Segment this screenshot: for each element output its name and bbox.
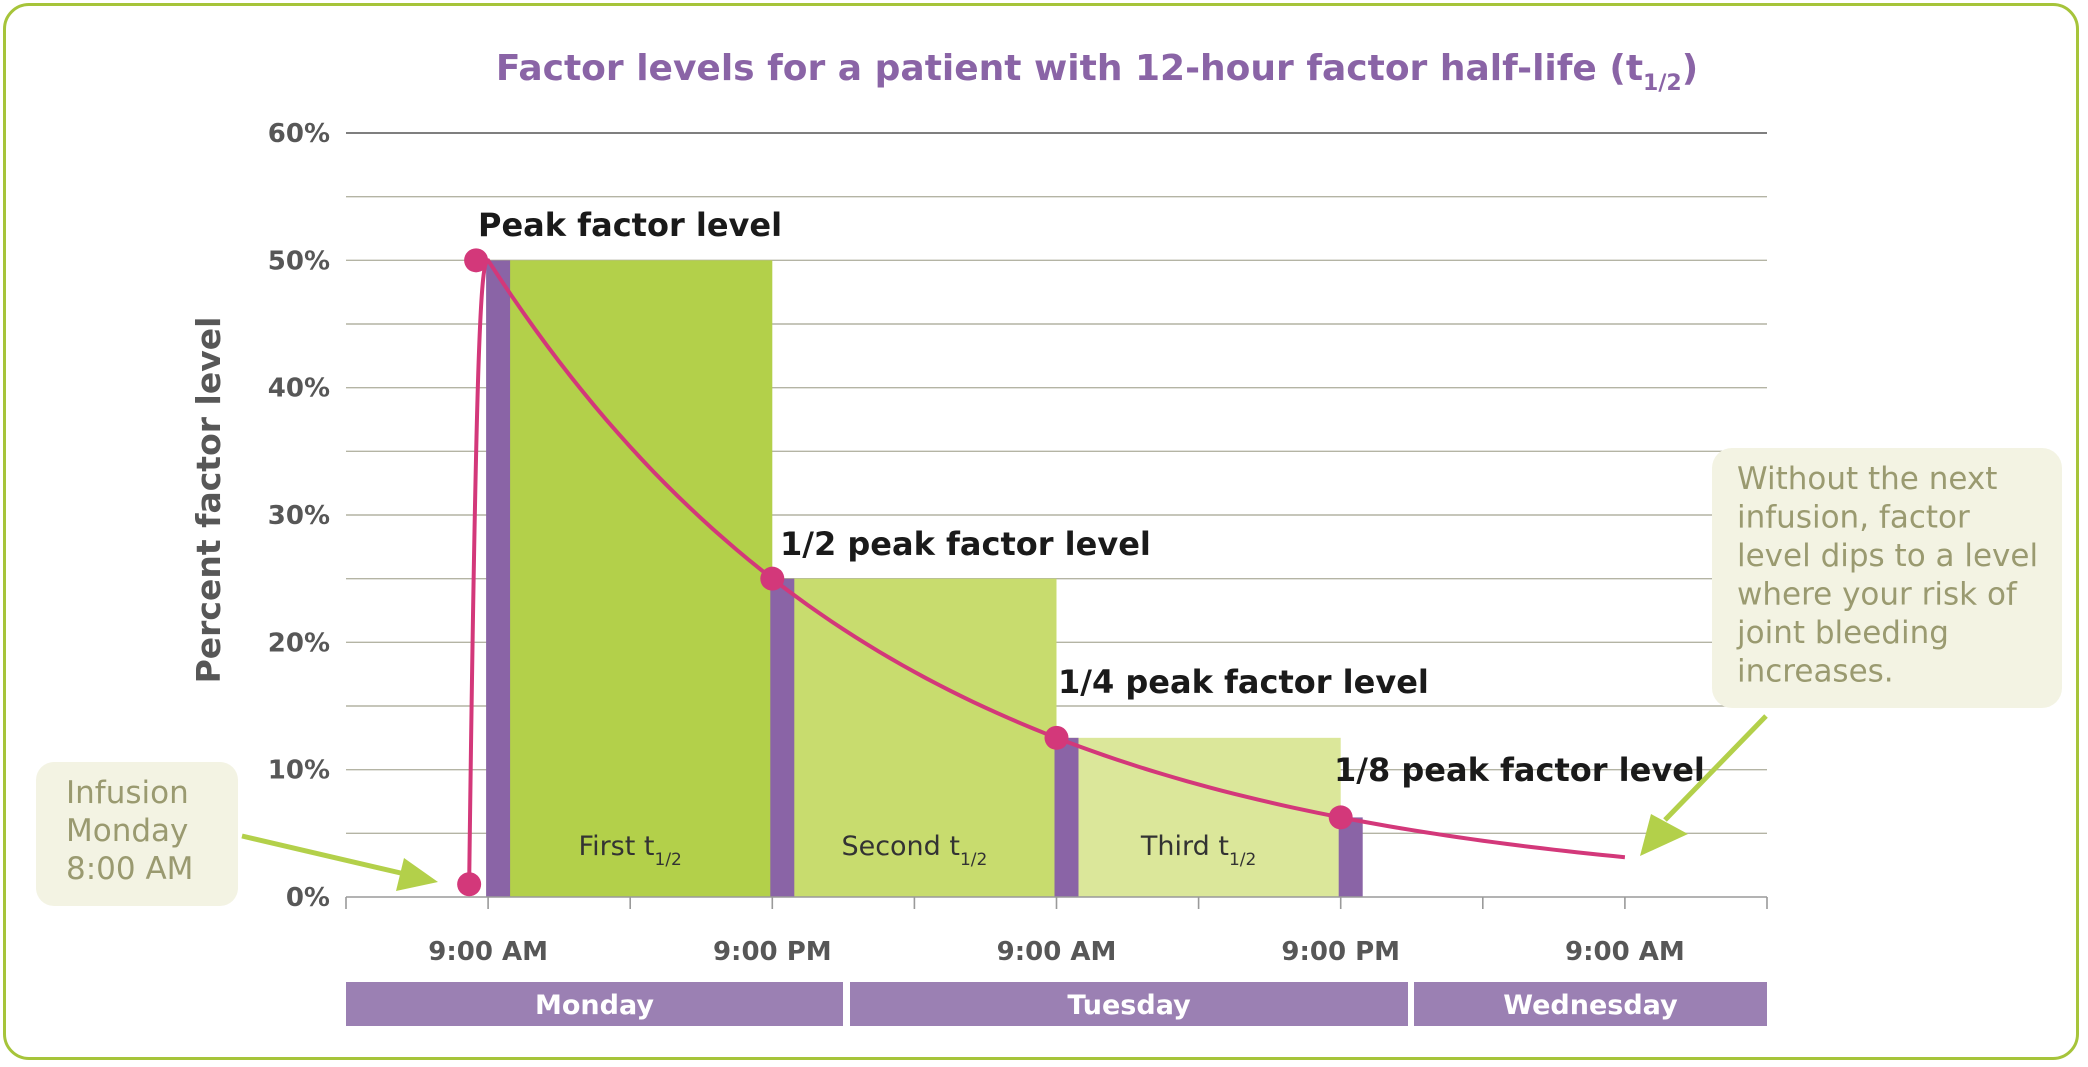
region-label-subscript: 1/2: [655, 850, 682, 870]
data-point: [1328, 805, 1353, 830]
half-life-region: [772, 578, 1057, 897]
warning-callout: [1712, 448, 2062, 708]
level-bar: [1338, 817, 1363, 897]
warning-arrowhead: [1640, 814, 1688, 856]
level-bars: [486, 260, 1363, 897]
day-bands: Monday Tuesday Wednesday: [346, 982, 1767, 1026]
x-tick-label: 9:00 PM: [713, 937, 832, 967]
half-peak-label: 1/2 peak factor level: [780, 525, 1151, 563]
x-tick-label: 9:00 AM: [428, 937, 548, 967]
data-point: [760, 566, 785, 591]
y-tick-label: 30%: [268, 501, 330, 531]
y-tick-label: 40%: [268, 374, 330, 404]
chart-title-close: ): [1682, 48, 1698, 89]
factor-level-line: [467, 258, 1626, 885]
factor-curve: [457, 248, 1626, 897]
data-point: [464, 248, 489, 273]
annotations: Peak factor level 1/2 peak factor level 1/…: [478, 206, 1705, 789]
x-axis: 9:00 AM 9:00 PM 9:00 AM 9:00 PM 9:00 AM: [345, 896, 1768, 967]
y-tick-label: 0%: [286, 883, 330, 913]
half-life-regions: First t1/2 Second t1/2 Third t1/2: [488, 260, 1341, 897]
eighth-peak-label: 1/8 peak factor level: [1334, 751, 1705, 789]
region-label: Third t1/2: [1140, 831, 1256, 870]
y-tick-label: 10%: [268, 756, 330, 786]
warning-text: infusion, factor: [1737, 500, 1970, 536]
infusion-arrow: [241, 833, 406, 877]
warning-text: where your risk of: [1737, 577, 2018, 613]
level-bar: [770, 578, 795, 897]
chart-title-subscript: 1/2: [1643, 71, 1682, 96]
infusion-arrowhead: [396, 858, 438, 891]
infusion-text: Infusion: [66, 775, 189, 811]
day-band: [850, 982, 1408, 1026]
x-tick-label: 9:00 AM: [997, 937, 1117, 967]
level-bar: [486, 260, 511, 897]
data-point: [457, 872, 482, 897]
infusion-text: Monday: [66, 813, 188, 849]
y-tick-label: 50%: [268, 246, 330, 276]
region-label-subscript: 1/2: [1229, 850, 1256, 870]
x-tick-label: 9:00 AM: [1565, 937, 1685, 967]
region-label-subscript: 1/2: [960, 850, 987, 870]
quarter-peak-label: 1/4 peak factor level: [1058, 663, 1429, 701]
y-tick-label: 20%: [268, 628, 330, 658]
data-point: [1044, 725, 1069, 750]
chart-title: Factor levels for a patient with 12-hour…: [496, 48, 1698, 96]
region-label: First t1/2: [579, 831, 682, 870]
warning-text: joint bleeding: [1736, 615, 1949, 651]
region-label-main: Third t: [1140, 831, 1229, 862]
day-label: Monday: [535, 990, 654, 1021]
warning-text: Without the next: [1737, 461, 1997, 497]
infusion-callout: [36, 762, 238, 906]
peak-label: Peak factor level: [478, 206, 782, 244]
infusion-text: 8:00 AM: [66, 851, 193, 887]
half-life-region: [488, 260, 773, 897]
warning-arrow: [1663, 714, 1768, 822]
warning-text: level dips to a level: [1737, 538, 2038, 574]
day-label: Tuesday: [1067, 990, 1191, 1021]
y-axis-label: Percent factor level: [189, 317, 228, 684]
chart-title-main: Factor levels for a patient with 12-hour…: [496, 48, 1643, 89]
level-bar: [1054, 737, 1079, 897]
region-label: Second t1/2: [841, 831, 987, 870]
day-label: Wednesday: [1503, 990, 1678, 1021]
region-label-main: Second t: [841, 831, 960, 862]
day-band: [346, 982, 843, 1026]
y-tick-label: 60%: [268, 119, 330, 149]
region-label-main: First t: [579, 831, 655, 862]
warning-text: increases.: [1737, 654, 1894, 690]
day-band: [1414, 982, 1767, 1026]
half-life-region: [1056, 737, 1341, 897]
x-tick-label: 9:00 PM: [1281, 937, 1400, 967]
